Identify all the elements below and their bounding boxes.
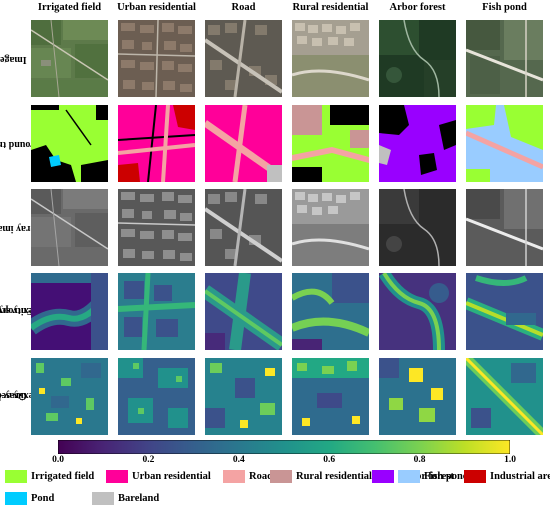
entropy-score-map-urban-residential: [118, 273, 195, 350]
gray-image-rural-residential: [292, 189, 369, 266]
legend-swatch: [5, 491, 27, 505]
legend-label: Pond: [31, 492, 55, 504]
legend-item-rural-residential: Rural residential: [270, 468, 372, 484]
colorbar-tick-label: 0.2: [142, 455, 155, 465]
column-header-road: Road: [231, 2, 256, 13]
ground-truth-irrigated-field: [31, 105, 108, 182]
gray-image-irrigated-field: [31, 189, 108, 266]
legend-swatch: [106, 469, 128, 483]
legend-swatch: [5, 469, 27, 483]
satellite-image-fish-pond: [466, 20, 543, 97]
entropy-score-map-road: [205, 273, 282, 350]
gray-image-fish-pond: [466, 189, 543, 266]
legend-item-bareland: Bareland: [92, 490, 159, 506]
gray-score-map-urban-residential: [118, 358, 195, 435]
row-header-ground-truth: Ground truth: [0, 138, 43, 150]
legend-label: Road: [249, 470, 273, 482]
ground-truth-rural-residential: [292, 105, 369, 182]
satellite-image-road: [205, 20, 282, 97]
ground-truth-road: [205, 105, 282, 182]
legend-swatch: [372, 469, 394, 483]
row-header-image: Image: [0, 53, 27, 65]
legend-swatch: [398, 469, 420, 483]
row-header-entropy-score: Entropy-basedcomplexity score: [0, 304, 60, 316]
legend-item-industrial-area: Industrial area: [464, 468, 550, 484]
legend-item-irrigated-field: Irrigated field: [5, 468, 94, 484]
satellite-image-rural-residential: [292, 20, 369, 97]
legend-label: Fish pond: [424, 470, 469, 482]
column-header-irrigated-field: Irrigated field: [37, 2, 102, 13]
gray-image-road: [205, 189, 282, 266]
row-separator: [26, 268, 548, 271]
ground-truth-arbor-forest: [379, 105, 456, 182]
gray-score-map-irrigated-field: [31, 358, 108, 435]
legend-swatch: [270, 469, 292, 483]
ground-truth-urban-residential: [118, 105, 195, 182]
legend-item-arbor-forest: Arbor forest: [372, 468, 454, 484]
legend-item-fish-pond: Fish pond: [398, 468, 469, 484]
legend-item-road: Road: [223, 468, 273, 484]
column-header-fish-pond: Fish pond: [482, 2, 527, 13]
legend-label: Irrigated field: [31, 470, 95, 482]
colorbar-tick-label: 0.6: [323, 455, 336, 465]
gray-image-arbor-forest: [379, 189, 456, 266]
legend-swatch: [223, 469, 245, 483]
colorbar-tick-label: 0.0: [52, 455, 64, 465]
entropy-score-map-irrigated-field: [31, 273, 108, 350]
satellite-image-irrigated-field: [31, 20, 108, 97]
ground-truth-fish-pond: [466, 105, 543, 182]
column-header-urban-residential: Urban residential: [117, 2, 196, 13]
gray-score-map-arbor-forest: [379, 358, 456, 435]
colorbar-tick-label: 0.4: [232, 455, 245, 465]
legend-label: Urban residential: [132, 470, 211, 482]
legend-label: Bareland: [118, 492, 160, 504]
column-header-arbor-forest: Arbor forest: [389, 2, 446, 13]
colorbar-tick-label: 1.0: [504, 455, 516, 465]
row-header-gray-image: Gray image: [0, 222, 39, 234]
legend-swatch: [464, 469, 486, 483]
satellite-image-urban-residential: [118, 20, 195, 97]
legend-item-urban-residential: Urban residential: [106, 468, 211, 484]
entropy-score-map-fish-pond: [466, 273, 543, 350]
entropy-score-map-rural-residential: [292, 273, 369, 350]
colorbar: [58, 440, 510, 454]
entropy-score-map-arbor-forest: [379, 273, 456, 350]
colorbar-tick-label: 0.8: [413, 455, 426, 465]
column-header-rural-residential: Rural residential: [292, 2, 369, 13]
legend-swatch: [92, 491, 114, 505]
gray-score-map-road: [205, 358, 282, 435]
satellite-image-arbor-forest: [379, 20, 456, 97]
row-header-gray-score: Gray-basedcomplexity score: [0, 389, 60, 401]
gray-image-urban-residential: [118, 189, 195, 266]
gray-score-map-fish-pond: [466, 358, 543, 435]
gray-score-map-rural-residential: [292, 358, 369, 435]
legend-item-pond: Pond: [5, 490, 54, 506]
legend-label: Industrial area: [490, 470, 550, 482]
legend-label: Arbor forest: [398, 470, 454, 482]
row-separator: [26, 352, 548, 355]
legend-label: Rural residential: [296, 470, 372, 482]
